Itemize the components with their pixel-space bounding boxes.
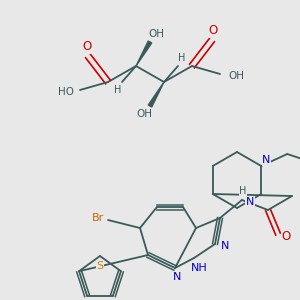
Polygon shape <box>136 41 152 66</box>
Text: N: N <box>262 155 270 165</box>
Text: H: H <box>114 85 122 95</box>
Text: NH: NH <box>190 263 207 273</box>
Text: Br: Br <box>92 213 104 223</box>
Text: O: O <box>281 230 291 244</box>
Text: OH: OH <box>228 71 244 81</box>
Text: N: N <box>246 197 254 207</box>
Text: S: S <box>96 261 103 271</box>
Text: OH: OH <box>136 109 152 119</box>
Text: O: O <box>208 25 217 38</box>
Text: H: H <box>239 186 247 196</box>
Polygon shape <box>148 82 164 107</box>
Text: HO: HO <box>58 87 74 97</box>
Text: H: H <box>178 53 186 63</box>
Text: N: N <box>173 272 181 282</box>
Text: O: O <box>82 40 91 53</box>
Text: N: N <box>221 241 229 251</box>
Text: OH: OH <box>148 29 164 39</box>
